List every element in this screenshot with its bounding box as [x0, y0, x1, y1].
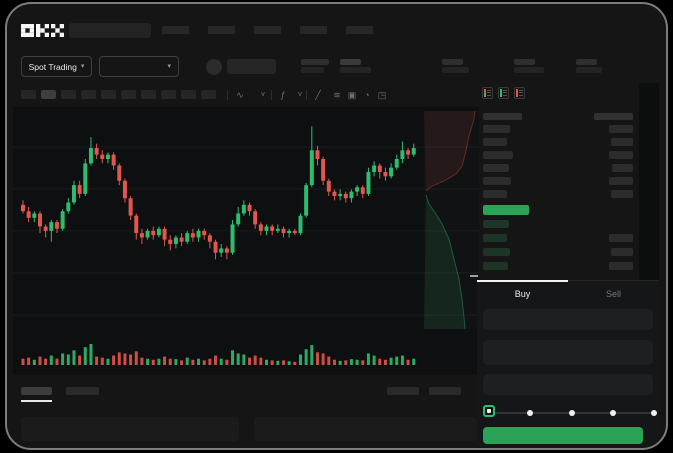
okx-logo[interactable] — [21, 24, 64, 37]
ask-amount-placeholder[interactable] — [609, 125, 633, 133]
stat-24h-vol-value — [576, 67, 602, 73]
buy-submit-button[interactable] — [483, 427, 643, 444]
ask-price-placeholder[interactable] — [483, 138, 507, 146]
bottom-tab-order-history[interactable] — [66, 387, 99, 395]
chevron-down-icon[interactable]: v — [261, 91, 265, 98]
panel-divider-strip — [639, 83, 659, 283]
chevron-down-icon[interactable]: v — [298, 91, 302, 98]
bid-amount-placeholder[interactable] — [611, 248, 633, 256]
tab-sell[interactable]: Sell — [605, 288, 621, 299]
timeframe-button[interactable] — [21, 90, 36, 99]
device-frame: Spot Trading ▾ ▾ ∿ v ƒ v ╱ ≋ ▣ ◔ ◳ Buy S… — [5, 2, 668, 450]
change-placeholder — [340, 59, 361, 65]
ask-amount-placeholder[interactable] — [612, 164, 633, 172]
nav-item-placeholder[interactable] — [346, 26, 373, 34]
orderbook-header-right — [594, 113, 633, 120]
bid-amount-placeholder[interactable] — [609, 262, 633, 270]
ask-price-placeholder[interactable] — [483, 125, 510, 133]
orders-panel-left — [21, 417, 239, 441]
orders-panel-right — [254, 417, 477, 441]
stat-24h-low-label — [514, 59, 535, 65]
nav-item-placeholder[interactable] — [300, 26, 327, 34]
amount-slider-handle[interactable] — [483, 405, 495, 417]
order-input-placeholder[interactable] — [483, 374, 653, 395]
change-sub-placeholder — [340, 67, 371, 73]
timeframe-button[interactable] — [181, 90, 196, 99]
ask-amount-placeholder[interactable] — [611, 190, 633, 198]
timeframe-button[interactable] — [201, 90, 216, 99]
bid-price-placeholder[interactable] — [483, 262, 508, 270]
asks-only-mode-icon[interactable] — [514, 87, 525, 99]
nav-item-placeholder[interactable] — [162, 26, 189, 34]
ask-price-placeholder[interactable] — [483, 190, 507, 198]
order-input-placeholder[interactable] — [483, 309, 653, 330]
slider-mark-100[interactable] — [651, 410, 657, 416]
market-type-label: Spot Trading — [28, 61, 77, 72]
timeframe-button[interactable] — [81, 90, 96, 99]
market-type-selector[interactable]: Spot Trading ▾ — [21, 56, 92, 77]
slider-mark-50[interactable] — [568, 410, 575, 416]
nav-item-placeholder[interactable] — [208, 26, 235, 34]
ask-amount-placeholder[interactable] — [611, 138, 633, 146]
timeframe-button[interactable] — [161, 90, 176, 99]
stat-24h-low-value — [514, 67, 544, 73]
ask-price-placeholder[interactable] — [483, 164, 509, 172]
last-price-badge — [483, 205, 529, 215]
book-both-mode-icon[interactable] — [482, 87, 493, 99]
timeframe-button[interactable] — [121, 90, 136, 99]
nav-item-placeholder[interactable] — [254, 26, 281, 34]
price-placeholder — [301, 59, 329, 65]
candle-style-icon[interactable]: ∿ — [236, 90, 244, 100]
stat-24h-high-label — [442, 59, 463, 65]
history-icon[interactable]: ◔ — [364, 90, 370, 100]
trendline-icon[interactable]: ╱ — [315, 90, 321, 100]
timeframe-button[interactable] — [61, 90, 76, 99]
stat-24h-vol-label — [576, 59, 597, 65]
fullscreen-icon[interactable]: ◳ — [377, 90, 387, 100]
bottom-tab-open-orders[interactable] — [21, 387, 52, 395]
coin-avatar — [206, 59, 222, 75]
active-tab-underline — [21, 400, 52, 402]
snapshot-icon[interactable]: ▣ — [347, 90, 357, 100]
tab-buy[interactable]: Buy — [477, 280, 568, 306]
indicator-icon[interactable]: ƒ — [280, 90, 286, 100]
bid-price-placeholder[interactable] — [483, 248, 510, 256]
ask-price-placeholder[interactable] — [483, 151, 513, 159]
bid-price-placeholder[interactable] — [483, 220, 509, 228]
pair-name-placeholder — [227, 59, 276, 74]
timeframe-button[interactable] — [41, 90, 56, 99]
pair-dropdown[interactable]: ▾ — [99, 56, 179, 77]
order-input-placeholder[interactable] — [483, 340, 653, 365]
ask-amount-placeholder[interactable] — [609, 177, 633, 185]
bottom-action-placeholder-1[interactable] — [387, 387, 419, 395]
chevron-down-icon: ▾ — [167, 63, 171, 70]
bid-amount-placeholder[interactable] — [609, 234, 633, 242]
ask-amount-placeholder[interactable] — [609, 151, 633, 159]
bid-price-placeholder[interactable] — [483, 234, 507, 242]
compare-icon[interactable]: ≋ — [333, 90, 341, 100]
timeframe-button[interactable] — [101, 90, 116, 99]
orderbook-header-left — [483, 113, 522, 120]
pair-title-placeholder — [69, 23, 151, 38]
candlestick-chart-canvas[interactable] — [13, 105, 479, 377]
trade-tabs: Buy Sell — [477, 280, 659, 306]
ask-price-placeholder[interactable] — [483, 177, 511, 185]
timeframe-button[interactable] — [141, 90, 156, 99]
bottom-action-placeholder-2[interactable] — [429, 387, 461, 395]
bids-only-mode-icon[interactable] — [498, 87, 509, 99]
slider-mark-75[interactable] — [609, 410, 616, 416]
slider-mark-25[interactable] — [527, 410, 534, 416]
price-sub-placeholder — [301, 67, 324, 73]
chevron-down-icon: ▾ — [80, 63, 85, 70]
stat-24h-high-value — [442, 67, 469, 73]
